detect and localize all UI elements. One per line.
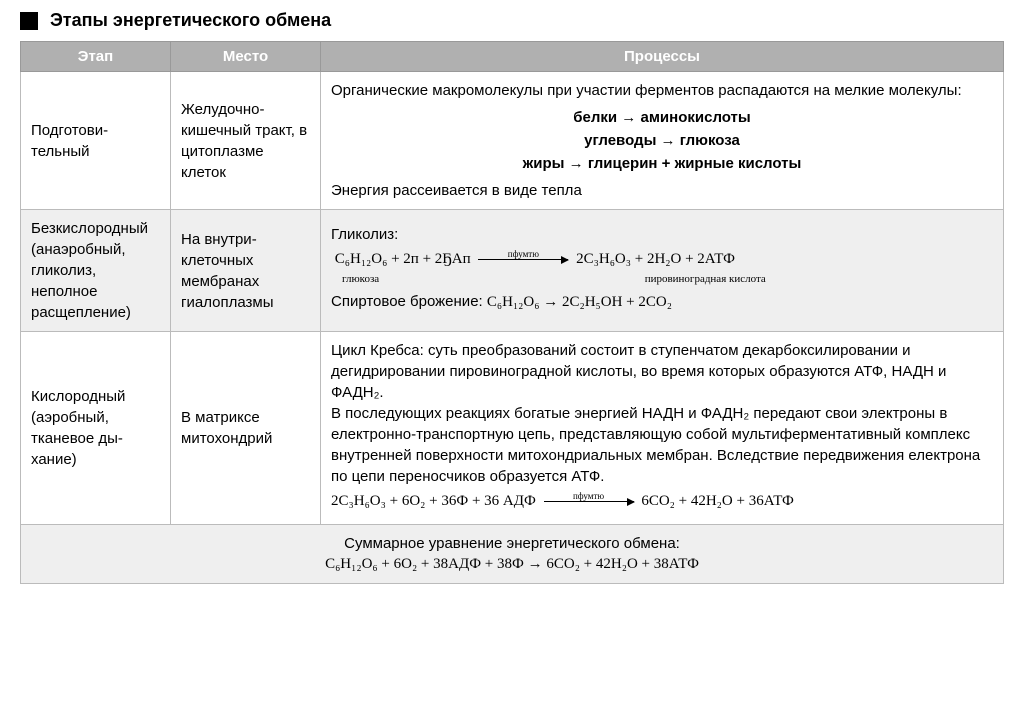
annot-right: пировиноградная кислота xyxy=(645,272,766,287)
eq-right: 2C₃H₆O₃ + 2H₂O + 2АТФ xyxy=(576,251,735,267)
col-process: Процессы xyxy=(321,42,1004,72)
process-cell: Цикл Кребса: суть преобразований состоит… xyxy=(321,332,1004,525)
process-cell: Органические макромолекулы при участии ф… xyxy=(321,72,1004,210)
eq-right: 6CO₂ + 42H₂O + 36АТФ xyxy=(641,493,794,509)
reaction-line: углеводы → глюкоза xyxy=(331,130,993,151)
eq-left: C₆H₁₂O₆ + 2п + 2ҔАп xyxy=(335,251,471,267)
summary-row: Суммарное уравнение энергетического обме… xyxy=(21,525,1004,584)
equation: 2C₃H₆O₃ + 6O₂ + 36Ф + 36 АДФ пфумтю 6CO₂… xyxy=(331,491,993,512)
table-row: Подготови­тельный Желудоч­но-кишеч­ный т… xyxy=(21,72,1004,210)
reaction-line: жиры → глицерин + жирные кислоты xyxy=(331,153,993,174)
table-row: Безкислород­ный (анаэроб­ный, глико­лиз,… xyxy=(21,210,1004,332)
title-marker xyxy=(20,12,38,30)
outro-text: Энергия рассеивается в виде тепла xyxy=(331,180,993,201)
summary-cell: Суммарное уравнение энергетического обме… xyxy=(21,525,1004,584)
col-place: Место xyxy=(171,42,321,72)
table-row: Кислородный (аэробный, тканевое ды­хание… xyxy=(21,332,1004,525)
ferment-label: Спиртовое брожение: xyxy=(331,293,483,310)
rx-right: глюкоза xyxy=(680,132,740,149)
rx-right: глицерин + жирные кислоты xyxy=(588,155,801,172)
arrow-icon: пфумтю xyxy=(544,501,634,502)
reaction-line: белки → аминокислоты xyxy=(331,107,993,128)
krebs-paragraph: Цикл Кребса: суть преобразований состоит… xyxy=(331,340,993,487)
rx-right: аминокислоты xyxy=(640,109,750,126)
rx-left: углеводы xyxy=(584,132,656,149)
intro-text: Органические макромолекулы при участии ф… xyxy=(331,80,993,101)
stage-cell: Кислородный (аэробный, тканевое ды­хание… xyxy=(21,332,171,525)
rx-left: жиры xyxy=(523,155,565,172)
fermentation-line: Спиртовое брожение: C₆H₁₂O₆ → 2C₂H₅OH + … xyxy=(331,291,993,313)
place-cell: На внутри­клеточных мембранах гиалоплазм… xyxy=(171,210,321,332)
summary-equation: C₆H₁₂O₆ + 6O₂ + 38АДФ + 38Ф → 6CO₂ + 42H… xyxy=(31,554,993,575)
equation: C₆H₁₂O₆ + 2п + 2ҔАп пфумтю 2C₃H₆O₃ + 2H₂… xyxy=(331,249,993,270)
place-cell: В матриксе митохондрий xyxy=(171,332,321,525)
col-stage: Этап xyxy=(21,42,171,72)
table-header-row: Этап Место Процессы xyxy=(21,42,1004,72)
process-cell: Гликолиз: C₆H₁₂O₆ + 2п + 2ҔАп пфумтю 2C₃… xyxy=(321,210,1004,332)
title-row: Этапы энергетического обмена xyxy=(20,10,1004,31)
equation-annotation: глюкоза пировиноградная кислота xyxy=(331,272,993,287)
annot-left: глюкоза xyxy=(342,272,379,287)
rx-left: белки xyxy=(573,109,617,126)
ferment-eq: C₆H₁₂O₆ → 2C₂H₅OH + 2CO₂ xyxy=(487,294,672,310)
arrow-icon: пфумтю xyxy=(478,259,568,260)
summary-label: Суммарное уравнение энергетического обме… xyxy=(31,533,993,554)
eq-left: 2C₃H₆O₃ + 6O₂ + 36Ф + 36 АДФ xyxy=(331,493,536,509)
glycolysis-label: Гликолиз: xyxy=(331,224,993,245)
stages-table: Этап Место Процессы Подготови­тельный Же… xyxy=(20,41,1004,584)
place-cell: Желудоч­но-кишеч­ный тракт, в цитоплазме… xyxy=(171,72,321,210)
arrow-label: пфумтю xyxy=(478,248,568,261)
stage-cell: Подготови­тельный xyxy=(21,72,171,210)
arrow-label: пфумтю xyxy=(544,490,634,503)
stage-cell: Безкислород­ный (анаэроб­ный, глико­лиз,… xyxy=(21,210,171,332)
page-title: Этапы энергетического обмена xyxy=(50,10,331,31)
